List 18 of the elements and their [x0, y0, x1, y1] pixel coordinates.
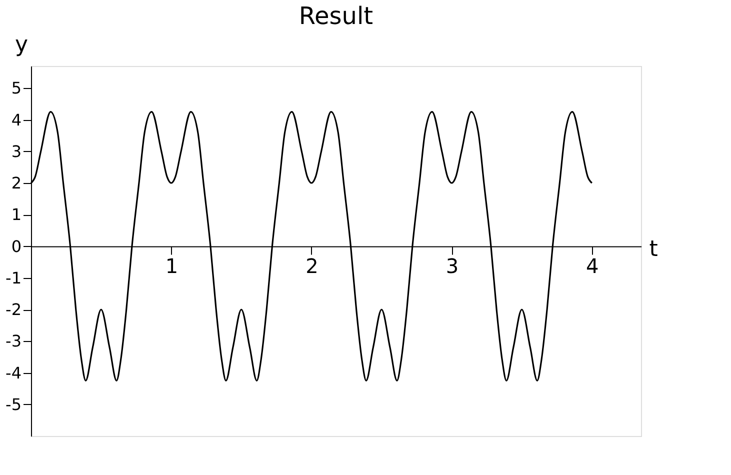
- y-tick-label: -4: [6, 363, 22, 382]
- x-tick-label: 1: [165, 254, 178, 278]
- x-tick-label: 3: [446, 254, 459, 278]
- x-tick-label: 2: [306, 254, 318, 278]
- y-axis-title: y: [14, 32, 28, 58]
- y-tick-label: 5: [11, 78, 22, 98]
- y-tick-label: -3: [6, 332, 22, 351]
- x-axis-title: t: [649, 236, 658, 262]
- y-tick-label: -2: [6, 300, 22, 320]
- y-tick-label: 3: [11, 142, 22, 161]
- y-tick-label: -1: [6, 268, 22, 288]
- y-tick-label: 0: [11, 236, 22, 256]
- y-tick-label: -5: [6, 394, 22, 414]
- y-tick-label: 2: [11, 174, 22, 193]
- chart-title: Result: [298, 2, 374, 30]
- y-tick-label: 4: [11, 110, 22, 130]
- x-tick-label: 4: [586, 254, 599, 278]
- y-tick-label: 1: [11, 205, 22, 224]
